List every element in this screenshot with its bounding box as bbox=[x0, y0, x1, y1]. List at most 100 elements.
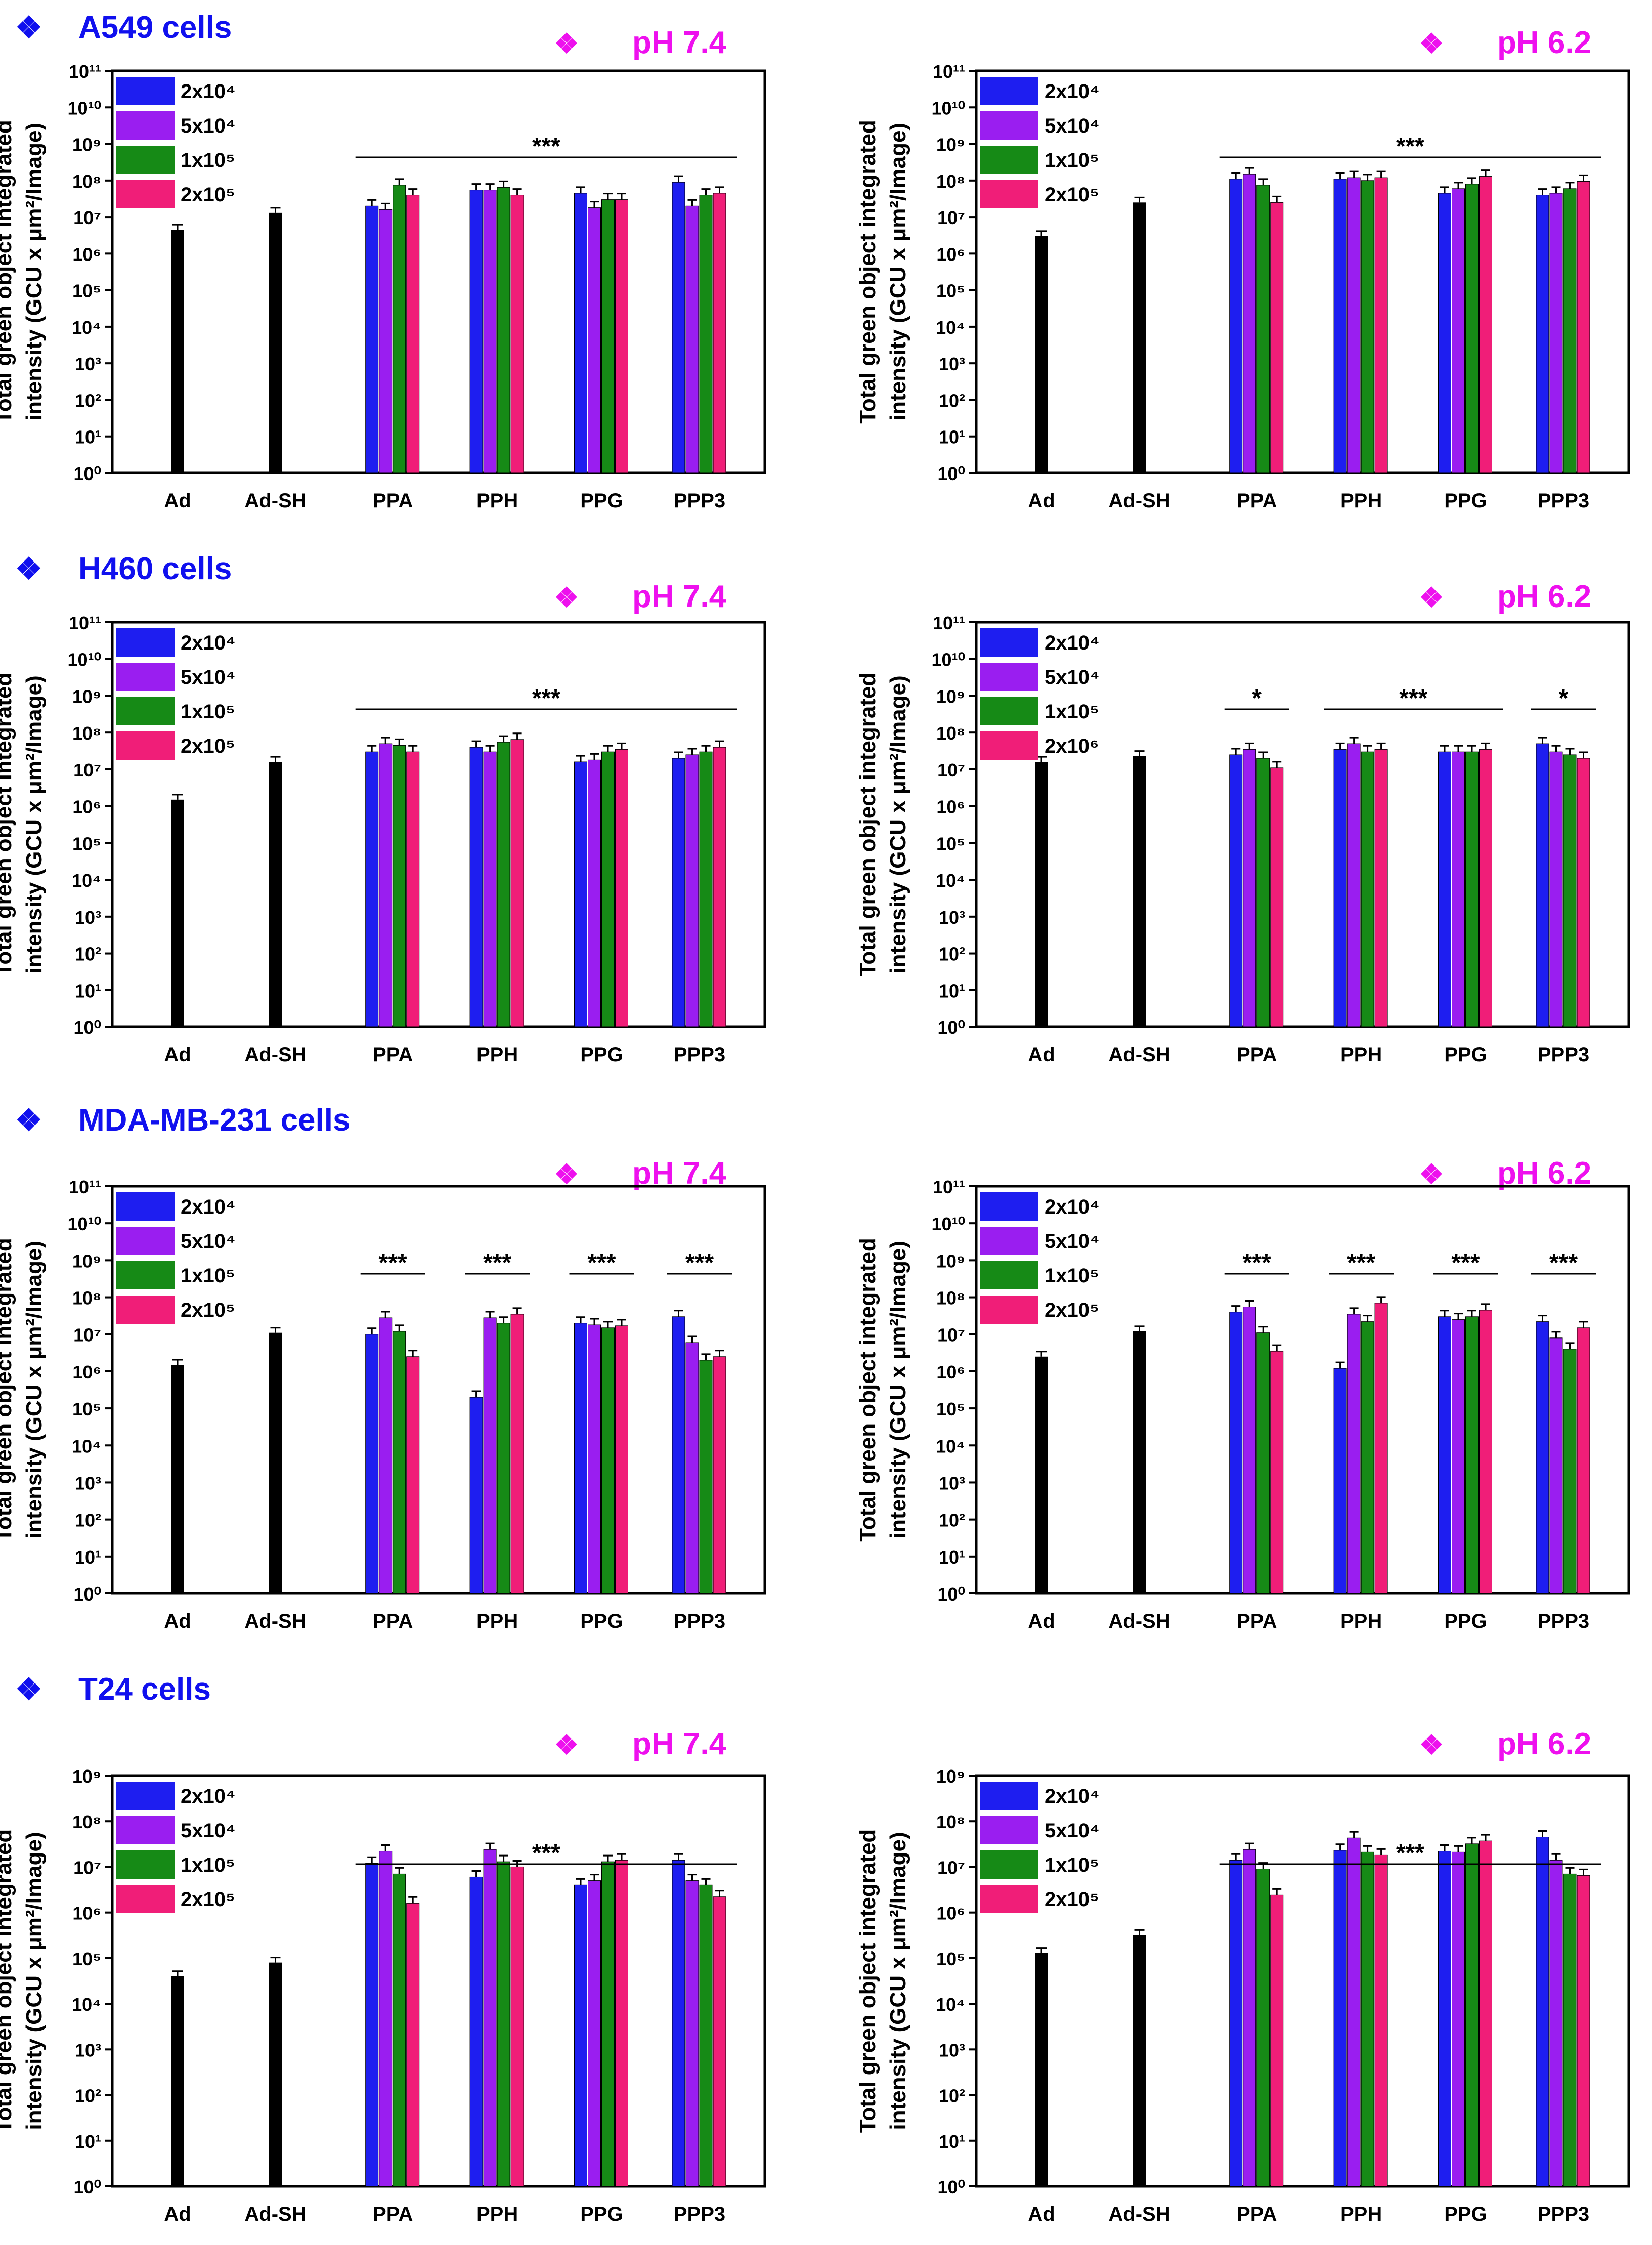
bar bbox=[406, 1903, 420, 2187]
bar-control bbox=[1133, 202, 1146, 473]
y-tick-label: 10⁰ bbox=[938, 1017, 965, 1038]
bar bbox=[1361, 1321, 1374, 1594]
legend-label: 2x10⁵ bbox=[181, 1888, 235, 1911]
x-tick-label: PPG bbox=[1444, 490, 1487, 512]
legend-label: 5x10⁴ bbox=[181, 1820, 236, 1842]
bar-control bbox=[269, 762, 282, 1027]
bar bbox=[1563, 1349, 1577, 1594]
y-tick-label: 10⁸ bbox=[936, 723, 965, 744]
bar bbox=[497, 742, 510, 1027]
x-tick-label: Ad bbox=[164, 1044, 191, 1066]
legend-swatch bbox=[980, 1261, 1038, 1289]
legend-label: 5x10⁴ bbox=[181, 666, 236, 688]
x-tick-label: Ad-SH bbox=[1108, 2203, 1170, 2225]
y-tick-label: 10³ bbox=[75, 354, 101, 374]
x-tick-label: PPP3 bbox=[674, 490, 725, 512]
legend-swatch bbox=[116, 731, 175, 760]
bar bbox=[393, 1873, 406, 2187]
legend-label: 1x10⁵ bbox=[1045, 1854, 1099, 1876]
bar bbox=[699, 1884, 713, 2187]
significance-marker: *** bbox=[532, 133, 560, 160]
x-tick-label: Ad-SH bbox=[244, 490, 306, 512]
x-tick-label: PPG bbox=[580, 1610, 623, 1632]
legend-label: 1x10⁵ bbox=[181, 701, 235, 723]
legend-swatch bbox=[116, 180, 175, 208]
x-tick-label: PPA bbox=[1237, 1610, 1277, 1632]
bar bbox=[469, 1397, 483, 1594]
x-tick-label: PPP3 bbox=[1538, 490, 1589, 512]
y-tick-label: 10⁶ bbox=[72, 797, 101, 817]
y-tick-label: 10³ bbox=[75, 2040, 101, 2060]
bar bbox=[615, 749, 628, 1027]
y-tick-label: 10⁶ bbox=[936, 244, 965, 265]
bar bbox=[672, 1860, 685, 2187]
legend-label: 2x10⁴ bbox=[1045, 1785, 1100, 1807]
x-tick-label: Ad bbox=[1028, 1610, 1055, 1632]
y-tick-label: 10⁶ bbox=[72, 244, 101, 265]
x-tick-label: Ad-SH bbox=[244, 1044, 306, 1066]
bar bbox=[1563, 188, 1577, 473]
y-tick-label: 10⁶ bbox=[72, 1362, 101, 1383]
x-tick-label: Ad bbox=[164, 1610, 191, 1632]
bar bbox=[574, 1884, 587, 2187]
y-axis-label-line1: Total green object integrated bbox=[0, 120, 16, 424]
legend-label: 2x10⁶ bbox=[1045, 735, 1099, 757]
x-tick-label: Ad-SH bbox=[1108, 1610, 1170, 1632]
y-tick-label: 10¹⁰ bbox=[68, 650, 101, 670]
y-tick-label: 10¹ bbox=[75, 980, 101, 1001]
y-tick-label: 10⁸ bbox=[936, 1811, 965, 1832]
y-tick-label: 10⁷ bbox=[937, 207, 965, 228]
bar bbox=[672, 182, 685, 473]
bar bbox=[510, 195, 524, 473]
bar bbox=[1243, 749, 1256, 1027]
x-tick-label: Ad-SH bbox=[1108, 490, 1170, 512]
bar bbox=[1361, 180, 1374, 473]
bar-control bbox=[269, 212, 282, 473]
x-tick-label: PPP3 bbox=[674, 1610, 725, 1632]
bar bbox=[483, 1849, 497, 2187]
legend-label: 2x10⁴ bbox=[181, 1785, 236, 1807]
bar bbox=[1347, 743, 1361, 1027]
bar bbox=[1374, 1854, 1388, 2187]
significance-marker: *** bbox=[1549, 1249, 1578, 1276]
diamond-bullet-icon: ❖ bbox=[554, 29, 579, 59]
x-tick-label: PPH bbox=[1340, 2203, 1382, 2225]
legend-swatch bbox=[980, 1782, 1038, 1810]
y-tick-label: 10² bbox=[939, 944, 965, 965]
bar bbox=[510, 739, 524, 1027]
bar bbox=[1549, 751, 1563, 1027]
legend-swatch bbox=[980, 1850, 1038, 1879]
y-tick-label: 10¹¹ bbox=[69, 1177, 101, 1197]
x-tick-label: Ad-SH bbox=[1108, 1044, 1170, 1066]
y-axis-label-line2: intensity (GCU x μm²/Image) bbox=[22, 675, 47, 973]
legend-label: 2x10⁴ bbox=[1045, 80, 1100, 103]
bar bbox=[1347, 177, 1361, 473]
legend-swatch bbox=[980, 663, 1038, 691]
bar bbox=[1536, 743, 1549, 1027]
chart-title: pH 7.4 bbox=[632, 579, 727, 614]
y-tick-label: 10⁶ bbox=[72, 1903, 101, 1924]
bar bbox=[1536, 195, 1549, 473]
legend-label: 5x10⁴ bbox=[1045, 115, 1100, 137]
legend-swatch bbox=[116, 111, 175, 140]
y-tick-label: 10⁰ bbox=[938, 2177, 965, 2197]
section-title: H460 cells bbox=[78, 551, 232, 586]
y-tick-label: 10⁵ bbox=[936, 833, 965, 854]
y-axis-label-line1: Total green object integrated bbox=[855, 1238, 880, 1542]
legend-swatch bbox=[116, 1782, 175, 1810]
y-tick-label: 10¹⁰ bbox=[932, 1214, 965, 1234]
bar bbox=[1229, 1312, 1243, 1594]
diamond-bullet-icon: ❖ bbox=[15, 552, 42, 586]
y-tick-label: 10⁵ bbox=[72, 1949, 101, 1969]
y-tick-label: 10³ bbox=[939, 2040, 965, 2060]
y-tick-label: 10¹¹ bbox=[933, 1177, 965, 1197]
y-tick-label: 10¹ bbox=[939, 2131, 965, 2152]
y-tick-label: 10⁴ bbox=[72, 1436, 101, 1456]
y-tick-label: 10³ bbox=[939, 1473, 965, 1493]
y-tick-label: 10⁸ bbox=[936, 1288, 965, 1309]
y-tick-label: 10⁰ bbox=[74, 1584, 101, 1605]
bar bbox=[365, 1334, 379, 1594]
y-tick-label: 10⁰ bbox=[74, 463, 101, 484]
y-tick-label: 10⁵ bbox=[72, 833, 101, 854]
x-tick-label: Ad-SH bbox=[244, 1610, 306, 1632]
